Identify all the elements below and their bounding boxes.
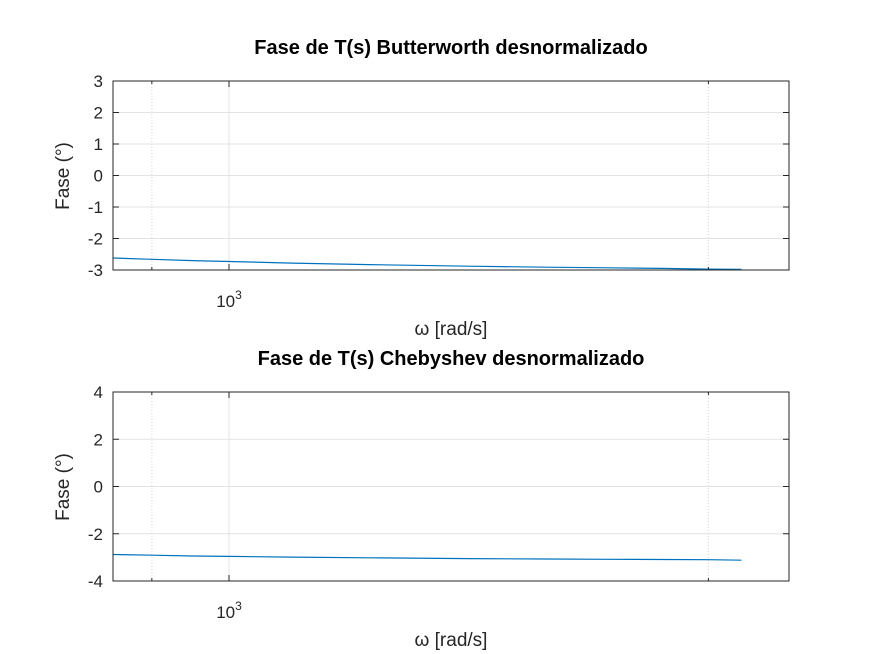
y-tick-label: 0 — [94, 478, 103, 497]
plot-title: Fase de T(s) Chebyshev desnormalizado — [258, 348, 645, 370]
grid-lines — [113, 392, 789, 581]
x-tick-label: 103 — [216, 599, 242, 622]
y-axis-label: Fase (°) — [53, 453, 74, 521]
y-axis-label: Fase (°) — [53, 142, 74, 210]
phase-series-line — [112, 257, 742, 270]
x-axis-label: ω [rad/s] — [415, 630, 488, 651]
y-tick-label: -4 — [88, 572, 103, 591]
chebyshev-phase-plot: Fase de T(s) Chebyshev desnormalizado -4… — [53, 348, 790, 651]
butterworth-phase-plot: Fase de T(s) Butterworth desnormalizado … — [53, 37, 790, 340]
y-tick-label: 3 — [94, 72, 103, 91]
series-layer — [112, 553, 742, 561]
y-tick-label: 2 — [94, 104, 103, 123]
y-tick-label: 2 — [94, 430, 103, 449]
y-tick-label: -3 — [88, 261, 103, 280]
y-tick-label: 1 — [94, 135, 103, 154]
x-tick-labels: 103 — [216, 288, 242, 311]
y-tick-labels: -3 -2 -1 0 1 2 3 — [88, 72, 103, 280]
y-tick-label: -2 — [88, 230, 103, 249]
y-tick-labels: -4 -2 0 2 4 — [88, 383, 103, 591]
series-layer — [112, 257, 742, 270]
y-tick-label: -2 — [88, 525, 103, 544]
x-tick-label: 103 — [216, 288, 242, 311]
y-tick-label: -1 — [88, 198, 103, 217]
y-tick-label: 4 — [94, 383, 103, 402]
x-tick-labels: 103 — [216, 599, 242, 622]
y-tick-label: 0 — [94, 167, 103, 186]
tick-marks — [113, 391, 789, 582]
plot-title: Fase de T(s) Butterworth desnormalizado — [254, 37, 647, 59]
x-axis-label: ω [rad/s] — [415, 319, 488, 340]
tick-marks — [113, 80, 789, 271]
grid-lines — [113, 81, 789, 270]
phase-series-line — [112, 553, 742, 561]
